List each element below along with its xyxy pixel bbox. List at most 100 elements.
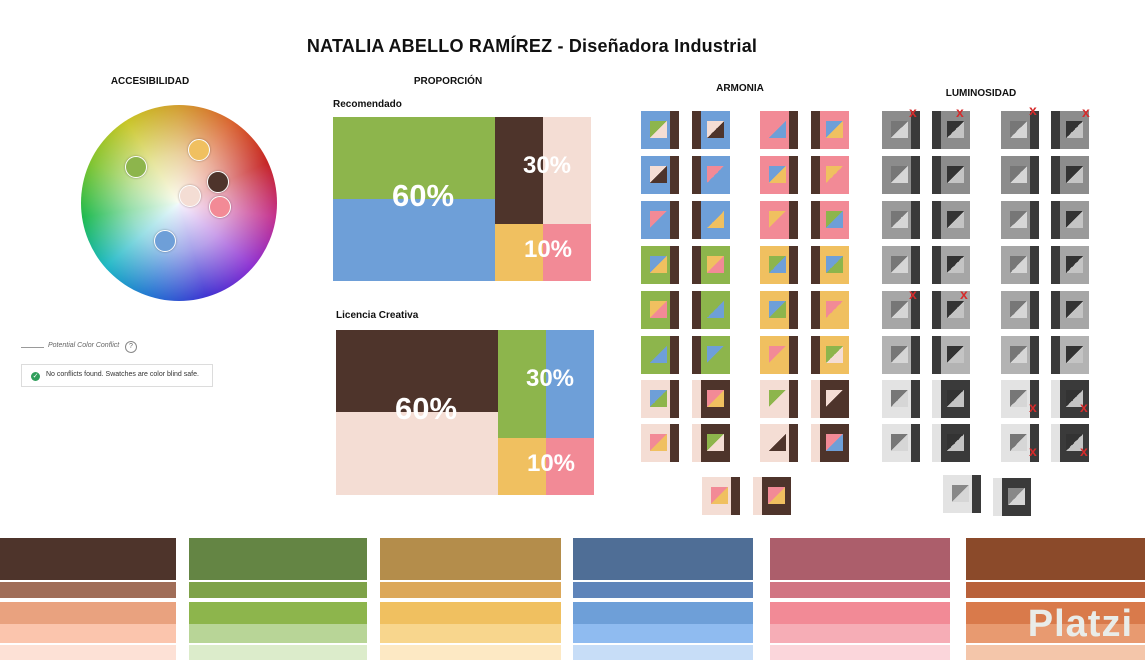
color-swatch [702, 477, 740, 515]
swatch-inset [1066, 166, 1083, 183]
swatch-bar [1030, 291, 1039, 329]
palette-shade [189, 645, 367, 660]
conflict-legend-line [21, 347, 44, 348]
swatch-inset [769, 256, 786, 273]
pct-10: 10% [526, 450, 576, 477]
block-yellow [498, 438, 546, 495]
heading-proporcion: PROPORCIÓN [413, 76, 483, 87]
pct-10: 10% [523, 236, 573, 263]
palette-shade [0, 538, 176, 580]
wheel-picker-pink[interactable] [209, 196, 231, 218]
licencia-label: Licencia Creativa [336, 310, 419, 321]
color-wheel-center [81, 105, 277, 301]
swatch-inset [769, 346, 786, 363]
swatch-bar [789, 336, 798, 374]
palette-shade [770, 582, 950, 598]
swatch-inset [1066, 434, 1083, 451]
palette-shade [573, 645, 753, 660]
swatch-bar [692, 336, 701, 374]
swatch-bar [670, 156, 679, 194]
swatch-inset [1066, 121, 1083, 138]
contrast-fail-x-icon: x [960, 286, 968, 302]
color-swatch [760, 291, 798, 329]
color-swatch [882, 291, 920, 329]
swatch-inset [769, 390, 786, 407]
swatch-inset [1010, 390, 1027, 407]
swatch-bar [731, 477, 740, 515]
swatch-inset [707, 211, 724, 228]
swatch-inset [947, 434, 964, 451]
swatch-bar [1030, 156, 1039, 194]
swatch-bar [789, 291, 798, 329]
palette-shade [380, 538, 561, 580]
colorblind-status-box: ✓ No conflicts found. Swatches are color… [21, 364, 213, 387]
swatch-inset [650, 301, 667, 318]
swatch-inset [650, 121, 667, 138]
block-pink [543, 224, 591, 281]
swatch-inset [826, 346, 843, 363]
swatch-inset [891, 390, 908, 407]
swatch-bar [670, 291, 679, 329]
swatch-bar [692, 246, 701, 284]
wheel-picker-green[interactable] [125, 156, 147, 178]
swatch-bar [1030, 111, 1039, 149]
wheel-picker-yellow[interactable] [188, 139, 210, 161]
swatch-bar [1030, 380, 1039, 418]
swatch-inset [1010, 211, 1027, 228]
color-swatch [932, 336, 970, 374]
block-blue [333, 199, 495, 281]
swatch-bar [911, 201, 920, 239]
swatch-inset [650, 166, 667, 183]
help-icon[interactable]: ? [125, 341, 137, 353]
color-swatch [1051, 246, 1089, 284]
color-swatch [993, 478, 1031, 516]
swatch-bar [932, 336, 941, 374]
color-swatch [882, 246, 920, 284]
swatch-bar [789, 424, 798, 462]
swatch-bar [1051, 201, 1060, 239]
swatch-inset [1010, 256, 1027, 273]
swatch-inset [1066, 346, 1083, 363]
pct-60: 60% [391, 178, 455, 213]
swatch-inset [1010, 346, 1027, 363]
swatch-inset [707, 346, 724, 363]
wheel-picker-blue[interactable] [154, 230, 176, 252]
color-swatch [1001, 201, 1039, 239]
swatch-inset [707, 434, 724, 451]
wheel-picker-cream[interactable] [179, 185, 201, 207]
color-swatch [1051, 336, 1089, 374]
color-swatch [641, 156, 679, 194]
color-swatch [811, 246, 849, 284]
contrast-fail-x-icon: x [1080, 399, 1088, 415]
swatch-bar [670, 380, 679, 418]
color-wheel[interactable] [81, 105, 277, 301]
swatch-inset [1010, 434, 1027, 451]
palette-shade [0, 582, 176, 598]
swatch-bar [789, 380, 798, 418]
swatch-inset [768, 487, 785, 504]
wheel-picker-brown[interactable] [207, 171, 229, 193]
block-brown [495, 117, 543, 224]
color-swatch [882, 111, 920, 149]
swatch-bar [1051, 246, 1060, 284]
color-swatch [932, 424, 970, 462]
swatch-inset [947, 256, 964, 273]
swatch-bar [692, 111, 701, 149]
swatch-inset [947, 121, 964, 138]
swatch-inset [947, 346, 964, 363]
color-swatch [1001, 156, 1039, 194]
swatch-bar [811, 201, 820, 239]
block-blue [546, 330, 594, 438]
color-swatch [882, 156, 920, 194]
color-swatch [932, 291, 970, 329]
pct-30: 30% [522, 152, 572, 179]
swatch-inset [1066, 390, 1083, 407]
color-swatch [760, 201, 798, 239]
swatch-bar [911, 336, 920, 374]
color-swatch [1051, 291, 1089, 329]
block-yellow [495, 224, 543, 281]
palette-shade [770, 538, 950, 580]
color-swatch [641, 111, 679, 149]
contrast-fail-x-icon: x [1029, 102, 1037, 118]
color-swatch [641, 424, 679, 462]
